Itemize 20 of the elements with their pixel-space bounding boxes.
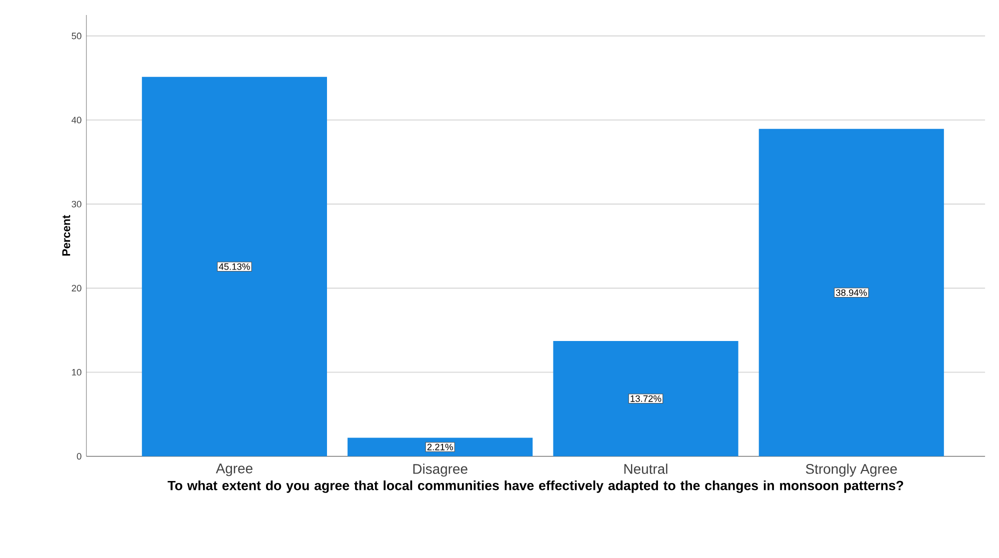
data-label: 45.13% — [218, 263, 250, 270]
bar — [142, 76, 327, 456]
data-label: 2.21% — [427, 444, 453, 450]
y-tick-label: 20 — [72, 284, 82, 292]
y-tick-label: 0 — [76, 453, 82, 460]
bar — [348, 438, 533, 456]
data-label: 38.94% — [836, 289, 867, 296]
y-tick-label: 10 — [72, 368, 82, 376]
x-tick-label: Neutral — [624, 464, 668, 474]
y-tick-label: 40 — [72, 116, 82, 124]
bar — [758, 128, 944, 456]
bar — [553, 340, 738, 456]
data-label: 13.72% — [630, 395, 662, 402]
y-axis-title: Percent — [62, 215, 70, 256]
y-tick-label: 50 — [72, 32, 82, 40]
x-tick-label: Disagree — [413, 464, 468, 477]
x-tick-label: Agree — [216, 464, 252, 476]
y-tick-label: 30 — [72, 200, 82, 208]
x-axis-title: To what extent do you agree that local communities have effectively adapted to the changes in monsoon patterns? — [168, 480, 904, 493]
x-tick-label: Strongly Agree — [806, 464, 897, 477]
